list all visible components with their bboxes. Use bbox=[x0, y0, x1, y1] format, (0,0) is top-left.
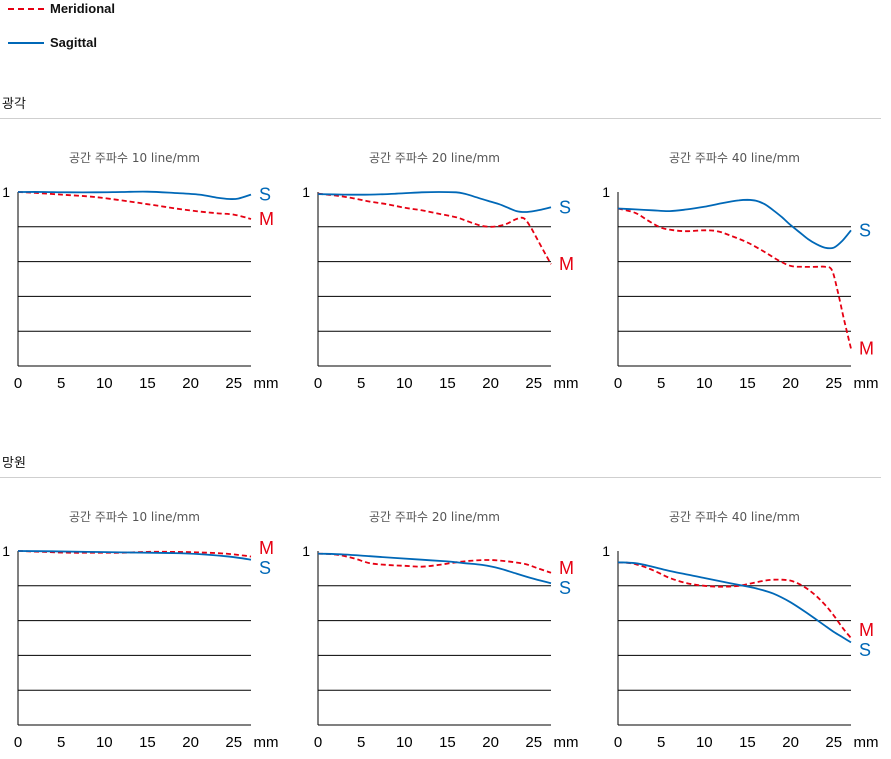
chart-5-series-meridional bbox=[317, 552, 552, 574]
chart-3-x-tick-label: 0 bbox=[614, 375, 622, 392]
chart-3-x-unit-label: mm bbox=[854, 375, 879, 392]
chart-2-end-label-sagittal: S bbox=[559, 197, 571, 217]
chart-5-x-tick-label: 5 bbox=[357, 734, 365, 751]
chart-4-x-tick-label: 20 bbox=[182, 734, 199, 751]
chart-4-end-label-sagittal: S bbox=[259, 558, 271, 578]
chart-3-x-tick-label: 20 bbox=[782, 375, 799, 392]
chart-3-title: 공간 주파수 40 line/mm bbox=[669, 151, 800, 165]
chart-2-end-label-meridional: M bbox=[559, 254, 574, 274]
chart-4-end-label-meridional: M bbox=[259, 538, 274, 558]
legend-sagittal: Sagittal bbox=[8, 35, 97, 50]
chart-1-end-label-meridional: M bbox=[259, 209, 274, 229]
chart-3-x-tick-label: 15 bbox=[739, 375, 756, 392]
chart-4-x-tick-label: 25 bbox=[225, 734, 242, 751]
chart-6-end-label-meridional: M bbox=[859, 620, 874, 640]
chart-5-series-sagittal bbox=[317, 552, 552, 585]
chart-6-x-tick-label: 25 bbox=[825, 734, 842, 751]
chart-1-end-label-sagittal: S bbox=[259, 185, 271, 205]
chart-2-x-tick-label: 25 bbox=[525, 375, 542, 392]
chart-4-series-sagittal bbox=[17, 550, 252, 561]
legend-meridional-label: Meridional bbox=[50, 1, 116, 16]
chart-3-x-tick-label: 10 bbox=[696, 375, 713, 392]
chart-3-x-tick-label: 5 bbox=[657, 375, 665, 392]
section-divider-tele bbox=[0, 477, 881, 478]
chart-6-series-sagittal bbox=[617, 561, 852, 644]
chart-4-title: 공간 주파수 10 line/mm bbox=[69, 510, 200, 524]
chart-3-end-label-meridional: M bbox=[859, 339, 874, 359]
chart-2-x-tick-label: 15 bbox=[439, 375, 456, 392]
chart-2-x-tick-label: 20 bbox=[482, 375, 499, 392]
chart-1-x-tick-label: 0 bbox=[14, 375, 22, 392]
chart-1-y-tick-label: 1 bbox=[2, 184, 10, 200]
chart-5-end-label-sagittal: S bbox=[559, 578, 571, 598]
legend-meridional: Meridional bbox=[8, 1, 115, 16]
chart-1-x-tick-label: 15 bbox=[139, 375, 156, 392]
chart-6-series-meridional bbox=[617, 561, 852, 639]
chart-1-title: 공간 주파수 10 line/mm bbox=[69, 151, 200, 165]
chart-2-series-meridional bbox=[317, 192, 552, 265]
chart-4-x-unit-label: mm bbox=[254, 734, 279, 751]
chart-1-x-tick-label: 20 bbox=[182, 375, 199, 392]
chart-4-x-tick-label: 0 bbox=[14, 734, 22, 751]
chart-1-x-tick-label: 25 bbox=[225, 375, 242, 392]
chart-2-x-tick-label: 10 bbox=[396, 375, 413, 392]
chart-1-x-tick-label: 10 bbox=[96, 375, 113, 392]
chart-5-x-tick-label: 25 bbox=[525, 734, 542, 751]
chart-4-x-tick-label: 10 bbox=[96, 734, 113, 751]
chart-6-y-tick-label: 1 bbox=[602, 543, 610, 559]
chart-4-x-tick-label: 5 bbox=[57, 734, 65, 751]
chart-6-x-unit-label: mm bbox=[854, 734, 879, 751]
chart-5-x-tick-label: 0 bbox=[314, 734, 322, 751]
chart-6-x-tick-label: 10 bbox=[696, 734, 713, 751]
chart-3-series-meridional bbox=[617, 207, 852, 349]
chart-1-series-sagittal bbox=[17, 190, 252, 201]
chart-2-title: 공간 주파수 20 line/mm bbox=[369, 151, 500, 165]
chart-1-x-tick-label: 5 bbox=[57, 375, 65, 392]
chart-5-y-tick-label: 1 bbox=[302, 543, 310, 559]
chart-5-x-unit-label: mm bbox=[554, 734, 579, 751]
chart-2-x-unit-label: mm bbox=[554, 375, 579, 392]
legend-sagittal-label: Sagittal bbox=[50, 35, 97, 50]
chart-2-y-tick-label: 1 bbox=[302, 184, 310, 200]
section-divider-wide bbox=[0, 118, 881, 119]
chart-3-series-sagittal bbox=[617, 198, 852, 250]
chart-5-x-tick-label: 10 bbox=[396, 734, 413, 751]
chart-4-x-tick-label: 15 bbox=[139, 734, 156, 751]
section-title-wide: 광각 bbox=[2, 97, 26, 112]
section-title-tele: 망원 bbox=[2, 456, 26, 471]
chart-5-x-tick-label: 15 bbox=[439, 734, 456, 751]
chart-5-x-tick-label: 20 bbox=[482, 734, 499, 751]
chart-4-y-tick-label: 1 bbox=[2, 543, 10, 559]
chart-3-end-label-sagittal: S bbox=[859, 220, 871, 240]
chart-2-series-sagittal bbox=[317, 191, 552, 213]
chart-6-x-tick-label: 5 bbox=[657, 734, 665, 751]
chart-6-x-tick-label: 15 bbox=[739, 734, 756, 751]
chart-6-end-label-sagittal: S bbox=[859, 640, 871, 660]
legend-solid-line-swatch bbox=[8, 41, 44, 44]
chart-5-title: 공간 주파수 20 line/mm bbox=[369, 510, 500, 524]
chart-2-x-tick-label: 5 bbox=[357, 375, 365, 392]
chart-6-x-tick-label: 20 bbox=[782, 734, 799, 751]
chart-1-x-unit-label: mm bbox=[254, 375, 279, 392]
legend-dashed-line-swatch bbox=[8, 7, 44, 10]
chart-5-end-label-meridional: M bbox=[559, 558, 574, 578]
chart-3-x-tick-label: 25 bbox=[825, 375, 842, 392]
chart-6-x-tick-label: 0 bbox=[614, 734, 622, 751]
chart-1-series-meridional bbox=[17, 191, 252, 220]
chart-2-x-tick-label: 0 bbox=[314, 375, 322, 392]
chart-6-title: 공간 주파수 40 line/mm bbox=[669, 510, 800, 524]
chart-3-y-tick-label: 1 bbox=[602, 184, 610, 200]
